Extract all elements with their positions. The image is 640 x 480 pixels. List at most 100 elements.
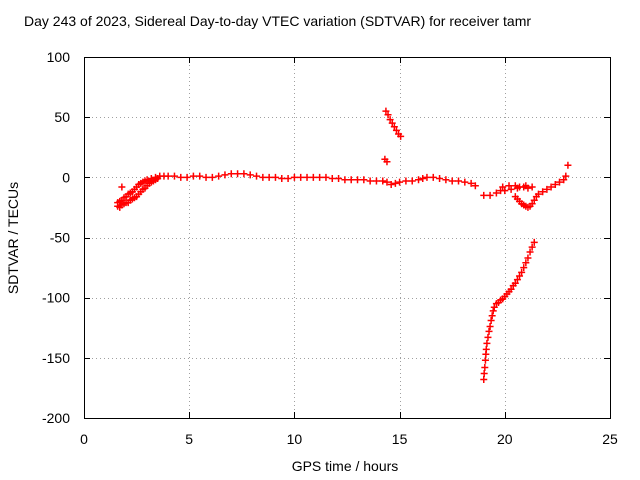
data-point xyxy=(196,172,204,180)
data-point xyxy=(392,126,400,134)
series-tamr-steep-segment xyxy=(381,107,405,166)
data-point xyxy=(461,178,469,186)
data-point xyxy=(379,177,387,185)
data-point xyxy=(530,238,538,246)
data-point xyxy=(480,191,488,199)
y-tick-label: -100 xyxy=(42,290,70,306)
y-tick-label: -200 xyxy=(42,410,70,426)
data-point xyxy=(513,184,521,192)
data-point xyxy=(501,187,509,195)
data-point xyxy=(481,363,489,371)
y-tick-label: -50 xyxy=(50,230,70,246)
data-point xyxy=(534,190,542,198)
x-tick-label: 0 xyxy=(80,431,88,447)
data-point xyxy=(511,279,519,287)
series-tamr-main-band xyxy=(114,170,536,207)
data-point xyxy=(290,173,298,181)
data-point xyxy=(143,176,151,184)
data-point xyxy=(278,175,286,183)
data-point xyxy=(372,177,380,185)
data-point xyxy=(524,184,532,192)
data-point xyxy=(423,173,431,181)
chart-title: Day 243 of 2023, Sidereal Day-to-day VTE… xyxy=(24,13,531,29)
data-point xyxy=(528,243,536,251)
data-point xyxy=(408,177,416,185)
data-point xyxy=(489,307,497,315)
data-point xyxy=(520,183,528,191)
y-axis-label: SDTVAR / TECUs xyxy=(5,182,21,294)
data-point xyxy=(322,173,330,181)
data-point xyxy=(402,177,410,185)
data-point xyxy=(539,188,547,196)
data-point xyxy=(485,327,493,335)
data-point xyxy=(328,175,336,183)
y-tick-label: 100 xyxy=(47,49,71,65)
data-point xyxy=(448,177,456,185)
data-point xyxy=(486,191,494,199)
data-point xyxy=(189,172,197,180)
data-point xyxy=(551,181,559,189)
data-point xyxy=(481,356,489,364)
data-point xyxy=(526,248,534,256)
data-point xyxy=(484,333,492,341)
data-point xyxy=(490,303,498,311)
data-point xyxy=(455,177,463,185)
x-axis-label: GPS time / hours xyxy=(292,458,399,474)
data-point xyxy=(215,172,223,180)
data-point xyxy=(522,259,530,267)
data-point xyxy=(284,175,292,183)
data-point xyxy=(492,189,500,197)
data-point xyxy=(384,111,392,119)
data-point xyxy=(118,183,126,191)
data-point xyxy=(316,173,324,181)
data-point xyxy=(524,254,532,262)
data-point xyxy=(382,107,390,115)
data-point xyxy=(154,175,162,183)
data-point xyxy=(487,317,495,325)
data-point xyxy=(518,268,526,276)
series-tamr-deep-dip xyxy=(480,238,538,383)
data-point xyxy=(547,183,555,191)
data-point xyxy=(265,173,273,181)
data-point xyxy=(177,173,185,181)
data-point xyxy=(513,276,521,284)
data-point xyxy=(208,173,216,181)
data-point xyxy=(419,175,427,183)
data-point xyxy=(297,173,305,181)
data-point xyxy=(507,185,515,193)
data-point xyxy=(366,177,374,185)
axis-ticks xyxy=(84,57,611,419)
data-point xyxy=(259,173,267,181)
data-point xyxy=(386,116,394,124)
data-point xyxy=(234,170,242,178)
data-point xyxy=(183,173,191,181)
data-point xyxy=(507,285,515,293)
data-point xyxy=(483,339,491,347)
data-point xyxy=(383,158,391,166)
data-point xyxy=(360,176,368,184)
data-point xyxy=(303,173,311,181)
y-tick-label: 0 xyxy=(62,169,70,185)
data-point xyxy=(354,176,362,184)
data-point xyxy=(387,181,395,189)
series-tamr-isolated xyxy=(118,183,126,191)
data-point xyxy=(516,272,524,280)
data-point xyxy=(564,161,572,169)
data-point xyxy=(488,312,496,320)
data-point xyxy=(486,323,494,331)
data-point xyxy=(240,170,248,178)
data-points xyxy=(114,107,572,383)
y-tick-label: -150 xyxy=(42,350,70,366)
data-point xyxy=(562,172,570,180)
x-tick-label: 20 xyxy=(497,431,513,447)
data-point xyxy=(556,178,564,186)
data-point xyxy=(482,345,490,353)
data-point xyxy=(221,171,229,179)
y-tick-labels: -200 -150 -100 -50 0 50 100 xyxy=(42,49,70,426)
data-point xyxy=(560,176,568,184)
data-point xyxy=(505,182,513,190)
y-tick-label: 50 xyxy=(54,109,70,125)
data-point xyxy=(253,172,261,180)
data-point xyxy=(528,200,536,208)
